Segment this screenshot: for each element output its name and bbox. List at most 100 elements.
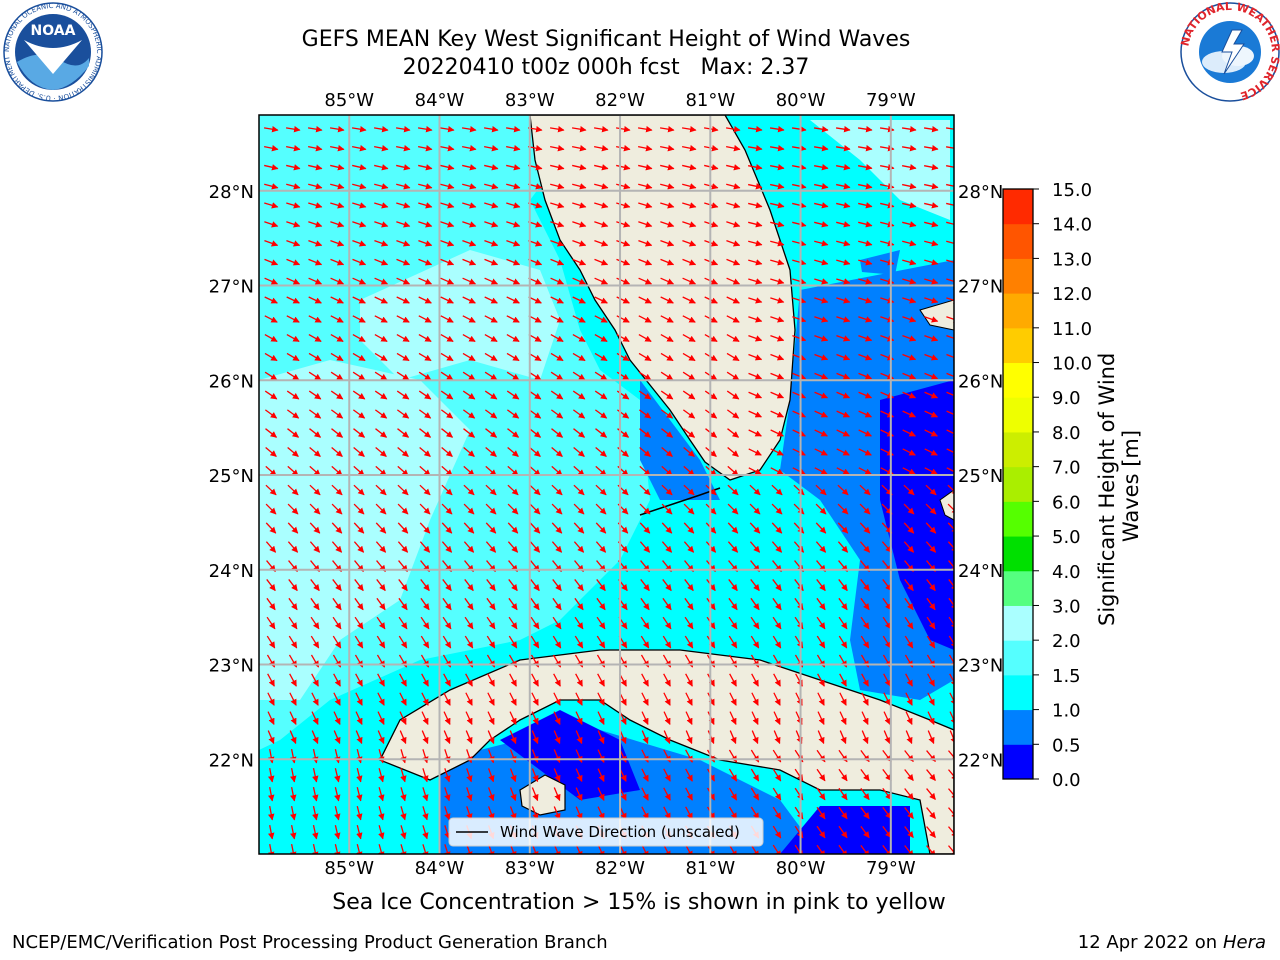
wave-direction-arrow	[376, 616, 386, 630]
wave-direction-arrow	[353, 503, 365, 515]
wave-direction-arrow	[551, 428, 564, 438]
colorbar-segment	[1003, 223, 1033, 259]
wave-direction-arrow	[553, 730, 561, 745]
wave-direction-arrow	[861, 692, 869, 706]
wave-direction-arrow	[375, 428, 388, 438]
wave-direction-arrow	[682, 221, 697, 228]
wave-direction-arrow	[748, 316, 763, 323]
wave-direction-arrow	[398, 616, 408, 630]
wave-direction-arrow	[860, 806, 870, 820]
wave-direction-arrow	[616, 145, 631, 152]
wave-direction-arrow	[726, 390, 740, 400]
wave-direction-arrow	[307, 125, 323, 133]
lon-tick-label: 84°W	[415, 858, 465, 879]
wave-direction-arrow	[530, 597, 540, 611]
wave-direction-arrow	[660, 164, 675, 171]
wave-direction-arrow	[509, 711, 517, 725]
wave-direction-arrow	[597, 711, 605, 725]
lat-tick-label: 28°N	[958, 182, 1003, 203]
wave-direction-arrow	[374, 296, 388, 304]
wave-direction-arrow	[641, 787, 649, 801]
wave-direction-arrow	[750, 787, 760, 801]
wave-direction-arrow	[484, 315, 498, 323]
wave-direction-arrow	[573, 447, 585, 457]
lat-tick-label: 27°N	[958, 277, 1003, 298]
wave-direction-arrow	[375, 484, 387, 496]
wave-direction-arrow	[396, 409, 410, 419]
wave-direction-arrow	[858, 316, 873, 323]
wave-direction-arrow	[531, 711, 539, 725]
wave-direction-arrow	[792, 334, 807, 342]
wave-direction-arrow	[551, 541, 563, 553]
wave-direction-arrow	[858, 353, 873, 361]
wave-direction-arrow	[836, 297, 851, 304]
lat-ticks-right: 28°N 27°N 26°N 25°N 24°N 23°N 22°N	[958, 182, 1003, 771]
wave-direction-arrow	[289, 711, 297, 725]
wave-direction-arrow	[550, 145, 565, 152]
wave-direction-arrow	[573, 484, 585, 496]
wave-direction-arrow	[860, 787, 870, 801]
wave-direction-arrow	[551, 447, 563, 457]
wave-direction-arrow	[837, 522, 849, 534]
wave-direction-arrow	[376, 579, 386, 592]
wave-direction-arrow	[353, 541, 365, 553]
wave-direction-arrow	[286, 221, 301, 228]
wave-direction-arrow	[726, 296, 740, 304]
wave-direction-arrow	[329, 125, 345, 133]
wave-direction-arrow	[771, 484, 783, 496]
wave-direction-arrow	[638, 371, 652, 381]
wave-direction-arrow	[747, 125, 763, 133]
colorbar-tick-label: 7.0	[1052, 458, 1081, 479]
wave-direction-arrow	[312, 844, 319, 854]
wave-direction-arrow	[726, 183, 741, 190]
wave-direction-arrow	[770, 316, 785, 323]
wave-direction-arrow	[419, 447, 431, 457]
wave-direction-arrow	[484, 239, 499, 247]
wave-direction-arrow	[440, 277, 455, 285]
wave-direction-arrow	[308, 183, 323, 190]
wave-direction-arrow	[596, 635, 606, 649]
wave-direction-arrow	[638, 202, 653, 209]
wave-direction-arrow	[594, 334, 608, 342]
wave-direction-arrow	[792, 183, 807, 190]
wave-direction-arrow	[330, 277, 345, 285]
wave-direction-arrow	[749, 541, 761, 553]
wave-direction-arrow	[616, 277, 631, 285]
wave-direction-arrow	[792, 278, 807, 285]
wave-direction-arrow	[572, 277, 587, 285]
wave-direction-arrow	[727, 428, 740, 438]
wave-direction-arrow	[553, 673, 561, 687]
wave-direction-arrow	[816, 844, 826, 854]
wave-direction-arrow	[750, 616, 760, 630]
wave-direction-arrow	[506, 352, 520, 362]
lat-tick-label: 23°N	[958, 656, 1003, 677]
wave-direction-arrow	[816, 616, 826, 630]
wave-direction-arrow	[616, 221, 631, 228]
wave-direction-arrow	[286, 315, 300, 323]
wave-direction-arrow	[506, 334, 520, 342]
wave-direction-arrow	[814, 391, 829, 399]
wave-direction-arrow	[287, 503, 299, 515]
wave-direction-arrow	[772, 806, 782, 820]
wave-direction-arrow	[418, 409, 432, 419]
wave-direction-arrow	[660, 239, 675, 247]
wave-direction-arrow	[682, 258, 697, 266]
wave-direction-arrow	[858, 334, 873, 342]
wave-direction-arrow	[619, 730, 627, 745]
wave-direction-arrow	[685, 787, 693, 801]
wave-direction-arrow	[268, 805, 275, 821]
wave-direction-arrow	[575, 844, 583, 854]
wave-direction-arrow	[597, 673, 605, 687]
wave-direction-arrow	[595, 503, 607, 515]
wave-direction-arrow	[751, 692, 759, 706]
wave-direction-arrow	[374, 371, 388, 381]
lat-tick-label: 28°N	[209, 182, 254, 203]
wave-direction-arrow	[462, 315, 476, 323]
wave-direction-arrow	[575, 673, 583, 687]
wave-direction-arrow	[748, 391, 763, 399]
wave-direction-arrow	[772, 844, 782, 854]
wave-direction-arrow	[639, 447, 651, 457]
wave-direction-arrow	[639, 541, 651, 553]
wave-direction-arrow	[770, 259, 785, 266]
wave-direction-arrow	[595, 447, 607, 457]
